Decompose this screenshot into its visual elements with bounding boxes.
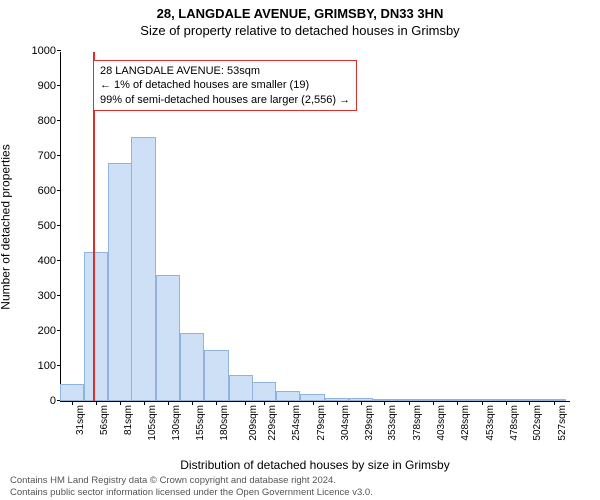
histogram-bar (84, 252, 108, 401)
x-tick-mark (554, 401, 555, 405)
y-tick-mark (57, 155, 61, 156)
x-tick-mark (72, 401, 73, 405)
x-tick-mark (144, 401, 145, 405)
x-tick-mark (96, 401, 97, 405)
chart-title-sub: Size of property relative to detached ho… (0, 21, 600, 38)
plot-region: 0100200300400500600700800900100031sqm56s… (60, 52, 570, 402)
x-tick-mark (409, 401, 410, 405)
x-tick-label: 31sqm (75, 405, 86, 435)
histogram-bar (204, 350, 228, 401)
x-tick-label: 502sqm (532, 405, 543, 441)
x-tick-label: 428sqm (460, 405, 471, 441)
annotation-line2: ← 1% of detached houses are smaller (19) (100, 78, 350, 92)
y-tick-label: 600 (38, 185, 61, 197)
y-tick-mark (57, 365, 61, 366)
x-tick-mark (288, 401, 289, 405)
chart-area: 0100200300400500600700800900100031sqm56s… (60, 52, 570, 402)
x-tick-label: 304sqm (340, 405, 351, 441)
y-tick-label: 900 (38, 80, 61, 92)
x-tick-mark (384, 401, 385, 405)
y-tick-mark (57, 85, 61, 86)
y-tick-mark (57, 190, 61, 191)
x-tick-label: 155sqm (195, 405, 206, 441)
annotation-box: 28 LANGDALE AVENUE: 53sqm ← 1% of detach… (93, 60, 357, 111)
y-tick-label: 200 (38, 325, 61, 337)
x-tick-mark (433, 401, 434, 405)
footer-line1: Contains HM Land Registry data © Crown c… (10, 475, 590, 486)
y-tick-label: 700 (38, 150, 61, 162)
y-tick-label: 800 (38, 115, 61, 127)
x-tick-mark (482, 401, 483, 405)
chart-title-main: 28, LANGDALE AVENUE, GRIMSBY, DN33 3HN (0, 0, 600, 21)
y-tick-label: 300 (38, 290, 61, 302)
y-tick-mark (57, 225, 61, 226)
y-tick-mark (57, 330, 61, 331)
histogram-bar (60, 384, 84, 401)
y-tick-mark (57, 120, 61, 121)
histogram-bar (108, 163, 132, 401)
x-tick-mark (120, 401, 121, 405)
histogram-bar (252, 382, 276, 401)
x-tick-label: 209sqm (248, 405, 259, 441)
x-tick-mark (216, 401, 217, 405)
footer-line2: Contains public sector information licen… (10, 487, 590, 498)
x-tick-label: 329sqm (364, 405, 375, 441)
y-tick-label: 100 (38, 360, 61, 372)
x-tick-label: 279sqm (316, 405, 327, 441)
histogram-bar (300, 394, 324, 401)
x-tick-mark (168, 401, 169, 405)
x-tick-label: 254sqm (291, 405, 302, 441)
x-tick-mark (506, 401, 507, 405)
x-tick-label: 353sqm (387, 405, 398, 441)
x-tick-label: 527sqm (557, 405, 568, 441)
histogram-bar (156, 275, 180, 401)
x-tick-label: 105sqm (147, 405, 158, 441)
x-tick-mark (361, 401, 362, 405)
x-tick-label: 453sqm (485, 405, 496, 441)
y-tick-mark (57, 50, 61, 51)
x-tick-mark (337, 401, 338, 405)
y-tick-mark (57, 260, 61, 261)
y-tick-label: 1000 (32, 45, 61, 57)
y-tick-label: 500 (38, 220, 61, 232)
x-axis-label: Distribution of detached houses by size … (60, 458, 570, 472)
x-tick-label: 478sqm (509, 405, 520, 441)
annotation-line1: 28 LANGDALE AVENUE: 53sqm (100, 64, 350, 78)
y-tick-mark (57, 295, 61, 296)
x-tick-label: 378sqm (412, 405, 423, 441)
x-tick-label: 81sqm (123, 405, 134, 435)
x-tick-label: 180sqm (219, 405, 230, 441)
x-tick-label: 403sqm (436, 405, 447, 441)
x-tick-mark (313, 401, 314, 405)
x-tick-mark (529, 401, 530, 405)
x-tick-mark (245, 401, 246, 405)
annotation-line3: 99% of semi-detached houses are larger (… (100, 93, 350, 107)
y-axis-label-wrap: Number of detached properties (0, 52, 16, 402)
footer-text: Contains HM Land Registry data © Crown c… (10, 475, 590, 498)
histogram-bar (180, 333, 204, 401)
y-tick-label: 400 (38, 255, 61, 267)
x-tick-mark (192, 401, 193, 405)
y-axis-label: Number of detached properties (0, 144, 13, 309)
x-tick-mark (457, 401, 458, 405)
x-tick-label: 130sqm (171, 405, 182, 441)
x-tick-label: 229sqm (267, 405, 278, 441)
histogram-bar (131, 137, 155, 401)
x-tick-label: 56sqm (99, 405, 110, 435)
histogram-bar (276, 391, 300, 401)
histogram-bar (229, 375, 253, 401)
x-tick-mark (264, 401, 265, 405)
